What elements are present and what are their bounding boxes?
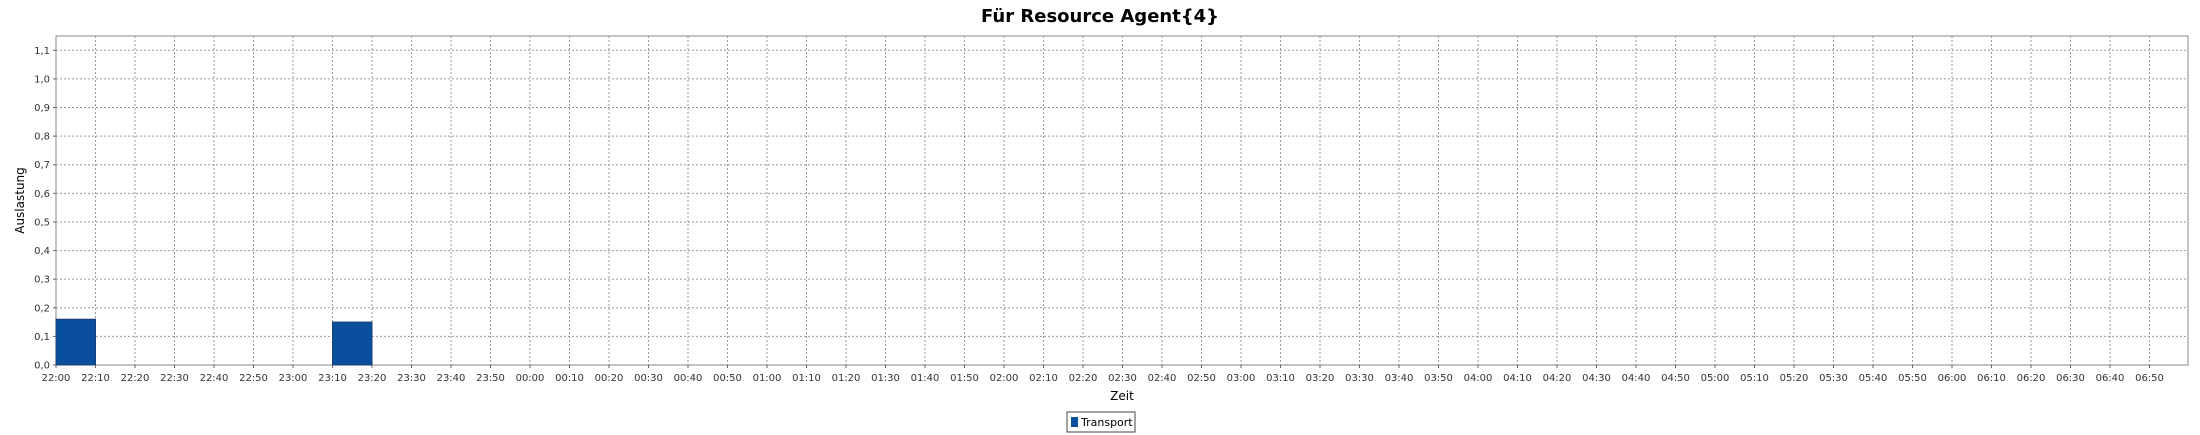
- x-tick-label: 03:50: [1424, 373, 1453, 384]
- x-tick-label: 04:20: [1543, 373, 1572, 384]
- y-tick-label: 0,7: [34, 160, 50, 171]
- x-tick-label: 00:10: [555, 373, 584, 384]
- legend: Transport: [1066, 411, 1136, 433]
- grid-lines: [56, 36, 2188, 365]
- legend-box: [1066, 411, 1136, 433]
- x-tick-label: 05:50: [1898, 373, 1927, 384]
- x-tick-label: 06:50: [2135, 373, 2164, 384]
- bar: [55, 318, 96, 366]
- x-tick-label: 06:40: [2096, 373, 2125, 384]
- x-tick-label: 23:30: [397, 373, 426, 384]
- y-axis: 0,0 0,1 0,2 0,3 0,4 0,5 0,6 0,7 0,8 0,9 1,0 1,1: [34, 46, 56, 372]
- x-tick-label: 02:20: [1069, 373, 1098, 384]
- x-tick-label: 06:00: [1938, 373, 1967, 384]
- x-tick-label: 22:40: [200, 373, 229, 384]
- y-tick-label: 0,5: [34, 217, 50, 228]
- x-tick-label: 01:50: [950, 373, 979, 384]
- y-axis-label: Auslastung: [13, 167, 27, 234]
- chart-title: Für Resource Agent{4}: [981, 6, 1219, 27]
- bar-series: [55, 318, 373, 366]
- x-tick-label: 04:10: [1503, 373, 1532, 384]
- x-tick-label: 02:00: [990, 373, 1019, 384]
- y-tick-label: 0,0: [34, 361, 50, 372]
- x-tick-label: 00:50: [713, 373, 742, 384]
- x-tick-label: 00:20: [595, 373, 624, 384]
- y-tick-label: 0,3: [34, 275, 50, 286]
- legend-label-transport: Transport: [1080, 416, 1133, 429]
- x-tick-label: 00:40: [674, 373, 703, 384]
- x-tick-label: 23:20: [358, 373, 387, 384]
- x-tick-label: 05:10: [1740, 373, 1769, 384]
- x-tick-label: 01:10: [792, 373, 821, 384]
- legend-swatch: [1071, 417, 1078, 427]
- x-tick-label: 03:40: [1385, 373, 1414, 384]
- x-tick-label: 04:30: [1582, 373, 1611, 384]
- y-tick-label: 1,0: [34, 74, 50, 85]
- x-tick-label: 02:10: [1029, 373, 1058, 384]
- x-tick-label: 23:50: [476, 373, 505, 384]
- x-tick-label: 02:40: [1148, 373, 1177, 384]
- x-tick-label: 06:20: [2017, 373, 2046, 384]
- x-tick-label: 22:30: [160, 373, 189, 384]
- x-tick-label: 05:20: [1780, 373, 1809, 384]
- x-tick-label: 23:00: [279, 373, 308, 384]
- y-tick-label: 0,2: [34, 303, 50, 314]
- x-tick-label: 00:30: [634, 373, 663, 384]
- x-tick-label: 22:20: [121, 373, 150, 384]
- x-axis: 22:00 22:10 22:20 22:30 22:40 22:50 23:00 23:10…: [42, 365, 2164, 384]
- x-tick-label: 01:30: [871, 373, 900, 384]
- x-tick-label: 06:30: [2056, 373, 2085, 384]
- x-tick-label: 04:40: [1622, 373, 1651, 384]
- x-tick-label: 22:50: [239, 373, 268, 384]
- x-tick-label: 02:50: [1187, 373, 1216, 384]
- x-tick-label: 03:20: [1306, 373, 1335, 384]
- bar: [332, 321, 373, 366]
- x-tick-label: 05:00: [1701, 373, 1730, 384]
- x-tick-label: 03:00: [1227, 373, 1256, 384]
- x-tick-label: 04:00: [1464, 373, 1493, 384]
- x-tick-label: 01:40: [911, 373, 940, 384]
- y-tick-label: 1,1: [34, 46, 50, 57]
- x-tick-label: 01:20: [832, 373, 861, 384]
- x-tick-label: 06:10: [1977, 373, 2006, 384]
- y-tick-label: 0,1: [34, 332, 50, 343]
- x-tick-label: 05:30: [1819, 373, 1848, 384]
- y-tick-label: 0,8: [34, 132, 50, 143]
- x-tick-label: 22:10: [81, 373, 110, 384]
- x-tick-label: 23:10: [318, 373, 347, 384]
- x-tick-label: 05:40: [1859, 373, 1888, 384]
- y-tick-label: 0,4: [34, 246, 50, 257]
- x-tick-label: 02:30: [1108, 373, 1137, 384]
- x-tick-label: 01:00: [753, 373, 782, 384]
- x-tick-label: 03:10: [1266, 373, 1295, 384]
- x-axis-label: Zeit: [1110, 389, 1134, 403]
- y-tick-label: 0,6: [34, 189, 50, 200]
- x-tick-label: 04:50: [1661, 373, 1690, 384]
- x-tick-label: 00:00: [516, 373, 545, 384]
- x-tick-label: 22:00: [42, 373, 71, 384]
- y-tick-label: 0,9: [34, 103, 50, 114]
- x-tick-label: 23:40: [437, 373, 466, 384]
- x-tick-label: 03:30: [1345, 373, 1374, 384]
